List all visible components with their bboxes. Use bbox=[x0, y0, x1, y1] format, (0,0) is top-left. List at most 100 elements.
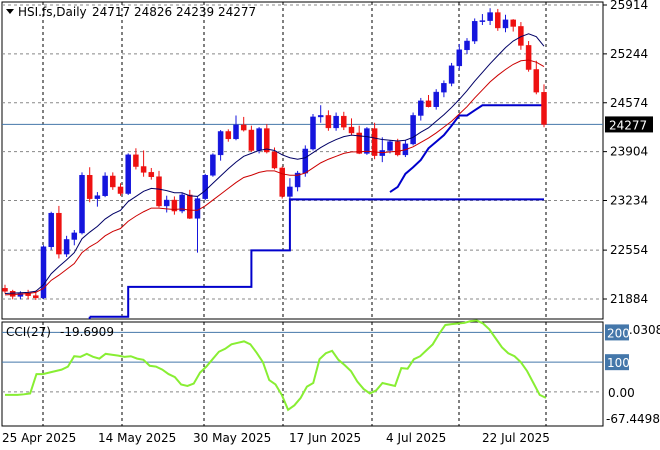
candle-body bbox=[217, 131, 224, 156]
candle-body bbox=[325, 115, 332, 129]
stop-upper-path bbox=[389, 104, 544, 193]
candle-body bbox=[541, 92, 547, 125]
cci-level-tag bbox=[605, 354, 629, 371]
candle-body bbox=[110, 175, 116, 188]
cci-line bbox=[5, 319, 547, 412]
candle-body bbox=[279, 167, 285, 197]
candle-body bbox=[56, 212, 62, 255]
candle-body bbox=[33, 295, 39, 299]
cci-level-label: 0.00 bbox=[608, 386, 635, 400]
price-tick-label: 22554 bbox=[610, 243, 648, 257]
candle-body bbox=[71, 232, 78, 240]
candle-body bbox=[333, 115, 339, 129]
candle-body bbox=[17, 293, 24, 297]
stop-level-line bbox=[88, 104, 544, 319]
candle-body bbox=[256, 128, 262, 151]
cci-level-label: 200 bbox=[607, 326, 630, 340]
candle-body bbox=[287, 186, 293, 197]
candle-body bbox=[187, 194, 193, 219]
candle-body bbox=[487, 12, 493, 21]
candle-body bbox=[156, 176, 162, 207]
candle-body bbox=[425, 100, 432, 107]
cci-min-label: -67.4498 bbox=[606, 412, 660, 426]
candle-body bbox=[125, 154, 131, 194]
candle-body bbox=[240, 124, 247, 131]
date-tick-label: 14 May 2025 bbox=[98, 431, 176, 445]
candle-body bbox=[148, 172, 155, 177]
candle-body bbox=[171, 199, 178, 212]
candle-body bbox=[140, 166, 147, 173]
candle-body bbox=[441, 83, 447, 93]
price-panel bbox=[1, 1, 604, 320]
candle-body bbox=[40, 246, 47, 299]
cci-value: -19.6909 bbox=[60, 325, 114, 339]
candle-body bbox=[102, 175, 108, 196]
candles bbox=[2, 8, 547, 301]
cci-label: CCI(27) bbox=[6, 325, 51, 339]
candle-body bbox=[464, 40, 470, 51]
stop-level-path bbox=[89, 198, 544, 318]
candle-body bbox=[502, 19, 509, 29]
candle-body bbox=[2, 288, 8, 292]
candle-body bbox=[79, 175, 85, 234]
current-price-label: 24277 bbox=[609, 118, 647, 132]
candle-body bbox=[448, 65, 455, 84]
collapse-triangle-icon[interactable] bbox=[6, 9, 14, 14]
current-price-tag bbox=[605, 116, 653, 133]
price-axis: 25914 25244 24574 23904 23234 22554 21884 24277 bbox=[603, 0, 653, 306]
candle-body bbox=[495, 12, 501, 29]
ma-slow-line bbox=[4, 33, 545, 294]
price-tick-label: 23234 bbox=[610, 194, 648, 208]
candle-body bbox=[117, 186, 124, 194]
ohlc-readout: 24717 24826 24239 24277 bbox=[92, 5, 256, 19]
candle-body bbox=[410, 115, 416, 145]
date-tick-label: 4 Jul 2025 bbox=[386, 431, 446, 445]
symbol-title: HSI.fs,Daily bbox=[18, 5, 87, 19]
candle-body bbox=[371, 128, 378, 156]
candle-body bbox=[364, 128, 370, 154]
candle-body bbox=[418, 100, 424, 116]
date-tick-label: 17 Jun 2025 bbox=[289, 431, 361, 445]
candle-body bbox=[48, 212, 54, 248]
date-axis: 25 Apr 2025 14 May 2025 30 May 2025 17 Jun … bbox=[2, 431, 550, 445]
candle-body bbox=[310, 116, 316, 150]
candle-body bbox=[394, 141, 401, 156]
candle-body bbox=[225, 131, 232, 140]
candle-body bbox=[348, 126, 355, 134]
candle-body bbox=[317, 115, 324, 118]
price-tick-label: 23904 bbox=[610, 145, 648, 159]
candle-body bbox=[471, 21, 478, 42]
candle-body bbox=[302, 148, 309, 174]
candle-body bbox=[533, 69, 540, 93]
moving-averages bbox=[4, 33, 545, 296]
indicator-panel bbox=[1, 321, 604, 427]
candle-body bbox=[341, 115, 347, 128]
cci-level-label: 100 bbox=[607, 356, 630, 370]
candle-body bbox=[202, 175, 208, 199]
candle-body bbox=[86, 175, 93, 199]
candle-body bbox=[210, 154, 216, 176]
candle-body bbox=[264, 128, 270, 153]
candle-body bbox=[163, 199, 170, 207]
candle-body bbox=[356, 132, 362, 154]
candle-body bbox=[433, 91, 439, 107]
cci-series bbox=[5, 319, 547, 412]
date-tick-label: 25 Apr 2025 bbox=[2, 431, 76, 445]
candle-body bbox=[271, 151, 278, 169]
grid bbox=[2, 2, 603, 426]
candle-body bbox=[133, 154, 139, 167]
candle-body bbox=[456, 49, 463, 67]
price-tick-label: 25914 bbox=[610, 0, 648, 12]
price-tick-label: 25244 bbox=[610, 47, 648, 61]
cci-level-tag bbox=[605, 324, 629, 341]
candle-body bbox=[387, 141, 393, 151]
candle-body bbox=[194, 198, 201, 219]
candle-body bbox=[9, 291, 16, 297]
candle-body bbox=[294, 172, 301, 188]
candle-body bbox=[63, 239, 70, 255]
price-tick-label: 24574 bbox=[610, 96, 648, 110]
candle-body bbox=[248, 129, 255, 151]
date-tick-label: 22 Jul 2025 bbox=[482, 431, 550, 445]
